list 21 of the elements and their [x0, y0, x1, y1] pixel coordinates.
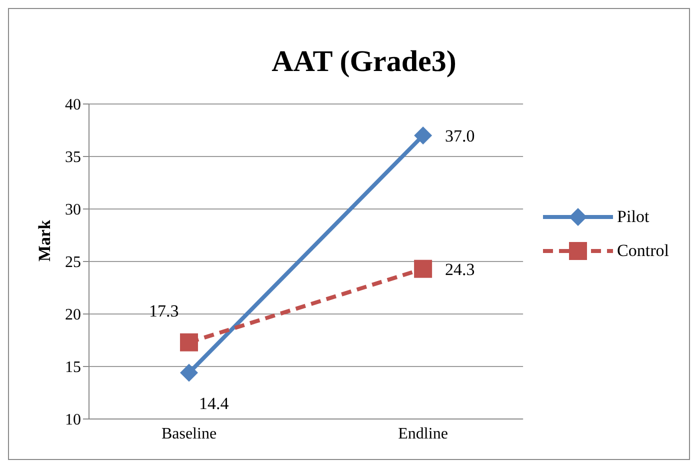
- data-label: 14.4: [199, 394, 230, 413]
- point: [414, 260, 432, 278]
- data-label: 37.0: [445, 126, 475, 146]
- chart-title: AAT (Grade3): [272, 45, 456, 78]
- y-tick-label: 20: [65, 306, 81, 324]
- y-tick-label: 25: [65, 254, 81, 272]
- point: [180, 333, 198, 352]
- data-label: 24.3: [445, 260, 475, 279]
- y-axis-title: Mark: [35, 219, 54, 262]
- y-tick-label: 30: [65, 202, 81, 219]
- legend-label: Control: [617, 241, 669, 261]
- point: [180, 364, 198, 382]
- data-label: 17.3: [149, 301, 179, 320]
- point: [414, 126, 432, 144]
- x-tick-label: Baseline: [161, 425, 217, 442]
- y-tick-label: 40: [65, 96, 81, 114]
- legend-label: Pilot: [617, 207, 650, 227]
- y-tick-label: 10: [65, 412, 81, 429]
- x-tick-label: Endline: [398, 425, 448, 442]
- y-tick-label: 35: [65, 149, 81, 166]
- y-tick-label: 15: [65, 359, 81, 376]
